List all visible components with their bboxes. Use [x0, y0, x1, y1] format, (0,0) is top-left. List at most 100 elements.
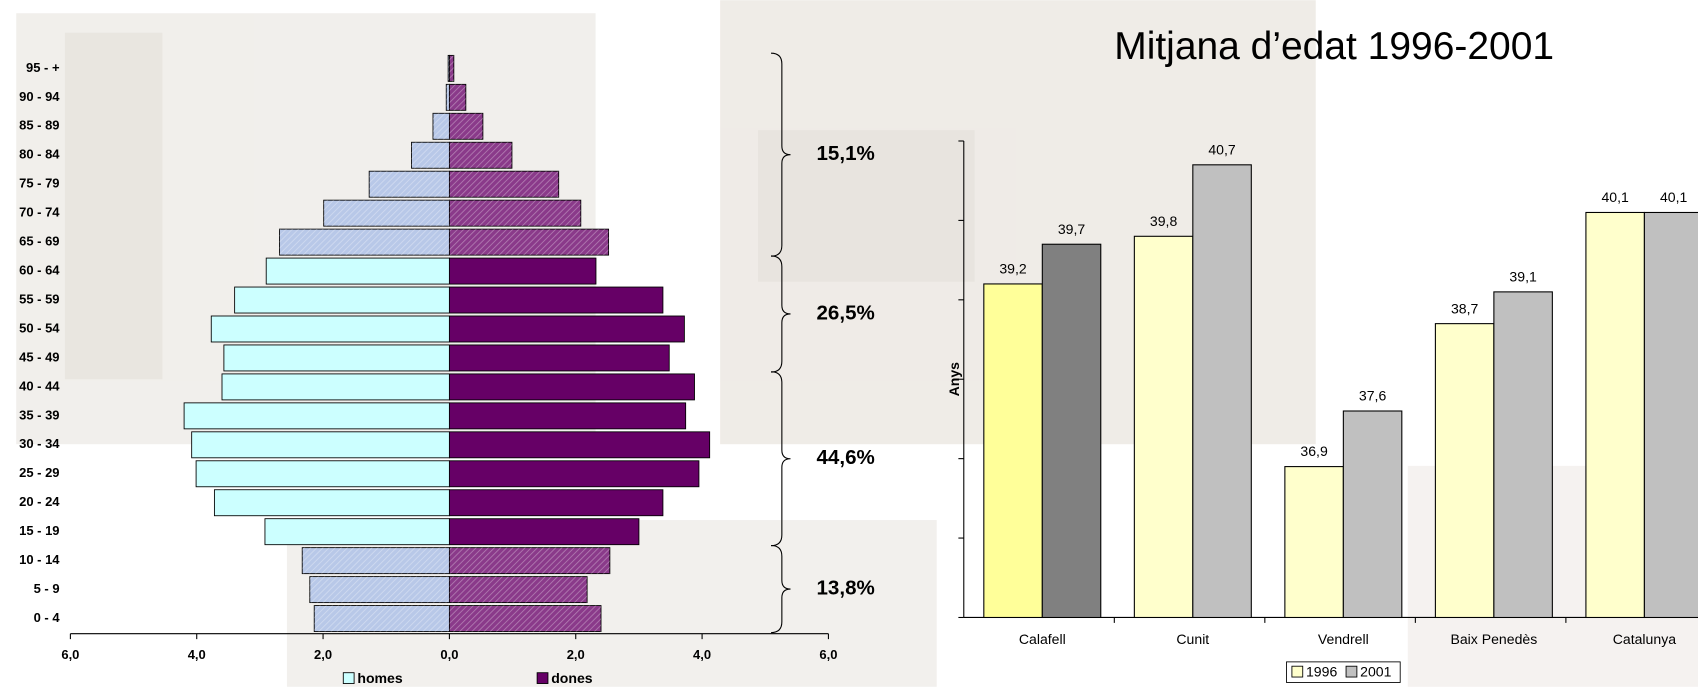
bar-hatch: [449, 229, 609, 256]
legend-box: [1286, 661, 1401, 683]
bar-hatch: [448, 55, 450, 82]
bracket: [771, 371, 791, 547]
category-label: 40 - 44: [19, 378, 60, 393]
bar: [223, 344, 450, 372]
bar-hatch: [314, 605, 450, 632]
annotation: 15,1%: [817, 142, 875, 165]
value-label: 40,1: [1660, 189, 1688, 205]
bar: [1585, 211, 1645, 619]
bar-hatch: [432, 113, 450, 140]
legend-label: 1996: [1306, 663, 1337, 679]
bar: [234, 286, 450, 314]
legend-label: dones: [551, 670, 593, 686]
bracket: [771, 544, 791, 634]
annotation: 26,5%: [817, 301, 875, 324]
bar: [448, 286, 664, 314]
value-label: 39,7: [1058, 221, 1086, 237]
bar-hatch: [446, 84, 450, 111]
bracket: [771, 255, 791, 373]
legend-label: 2001: [1360, 663, 1391, 679]
bar-hatch: [449, 200, 581, 227]
bar: [1041, 243, 1102, 619]
value-label: 40,1: [1601, 189, 1629, 205]
bar: [448, 257, 597, 285]
category-label: 95 - +: [26, 60, 60, 75]
annotation: 44,6%: [817, 446, 875, 469]
x-tick-label: 2,0: [567, 647, 585, 662]
bar-hatch: [369, 171, 450, 198]
bar-hatch: [449, 55, 454, 82]
legend-swatch: [536, 672, 549, 684]
x-tick-label: 2,0: [314, 647, 332, 662]
value-label: 37,6: [1359, 388, 1387, 404]
category-label: 75 - 79: [19, 176, 59, 191]
legend-label: homes: [357, 670, 403, 686]
bar-hatch: [449, 605, 602, 632]
value-label: 38,7: [1451, 300, 1479, 316]
bar: [265, 257, 450, 285]
bar: [264, 518, 450, 546]
x-tick-label: 6,0: [61, 647, 79, 662]
category-label: 20 - 24: [19, 494, 60, 509]
category-label: 50 - 54: [19, 320, 60, 335]
bar: [1643, 211, 1698, 619]
value-label: 36,9: [1300, 443, 1328, 459]
value-label: 39,2: [999, 261, 1027, 277]
x-tick-label: Catalunya: [1613, 631, 1677, 647]
bar: [1342, 410, 1403, 619]
bar-hatch: [323, 200, 450, 227]
bar-hatch: [302, 547, 450, 574]
x-tick-label: 0,0: [440, 647, 458, 662]
bar: [448, 373, 695, 401]
bar: [210, 315, 450, 343]
category-label: 10 - 14: [19, 552, 60, 567]
legend-swatch: [1345, 665, 1358, 678]
bar: [448, 489, 664, 517]
category-label: 45 - 49: [19, 349, 59, 364]
bar: [1434, 323, 1495, 619]
category-label: 65 - 69: [19, 234, 59, 249]
bar: [983, 283, 1043, 619]
category-label: 55 - 59: [19, 291, 59, 306]
value-label: 39,8: [1150, 213, 1178, 229]
x-tick-label: 4,0: [693, 647, 711, 662]
bar-hatch: [449, 113, 483, 140]
category-label: 15 - 19: [19, 523, 59, 538]
y-axis-label: Anys: [946, 362, 962, 397]
annotation: 13,8%: [817, 576, 875, 599]
x-tick-label: Baix Penedès: [1450, 631, 1537, 647]
bar-hatch: [309, 576, 450, 603]
bar: [448, 402, 687, 430]
bar: [1493, 291, 1553, 619]
category-label: 0 - 4: [34, 610, 61, 625]
bar: [448, 460, 700, 488]
bar: [183, 402, 450, 430]
bracket: [771, 52, 791, 257]
bar-hatch: [449, 171, 559, 198]
bar: [195, 460, 450, 488]
bar-hatch: [411, 142, 450, 169]
bar: [448, 315, 685, 343]
bar-hatch: [279, 229, 450, 256]
category-label: 35 - 39: [19, 407, 59, 422]
bar-hatch: [449, 547, 610, 574]
category-label: 60 - 64: [19, 263, 60, 278]
category-label: 70 - 74: [19, 205, 60, 220]
legend-swatch: [342, 672, 355, 684]
chart-title: Mitjana d’edat 1996-2001: [1114, 25, 1554, 68]
bar: [448, 431, 711, 459]
category-label: 30 - 34: [19, 436, 60, 451]
bar: [1133, 235, 1194, 619]
bar-hatch: [449, 84, 466, 111]
category-label: 90 - 94: [19, 89, 60, 104]
category-label: 80 - 84: [19, 147, 60, 162]
category-label: 25 - 29: [19, 465, 59, 480]
x-tick-label: 4,0: [188, 647, 206, 662]
x-tick-label: Cunit: [1176, 631, 1209, 647]
legend-swatch: [1291, 665, 1304, 678]
bar: [1192, 164, 1252, 619]
x-tick-label: Vendrell: [1318, 631, 1369, 647]
bar: [448, 344, 670, 372]
